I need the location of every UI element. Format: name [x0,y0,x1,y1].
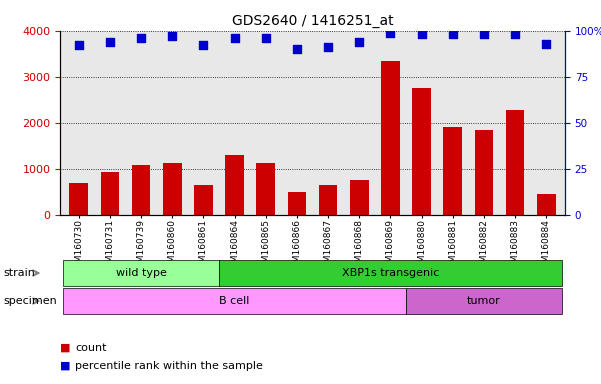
Point [261,35,270,41]
Point [292,46,302,52]
Text: XBP1s transgenic: XBP1s transgenic [342,268,439,278]
Bar [288,192,307,215]
Bar [70,183,88,215]
Bar [163,163,182,215]
Point [355,39,364,45]
Text: percentile rank within the sample: percentile rank within the sample [75,361,263,371]
Bar [132,165,150,215]
Bar [475,130,493,215]
Point [448,31,457,38]
Point [386,30,395,36]
Bar [194,185,213,215]
Bar [257,164,275,215]
Bar [225,155,244,215]
Bar [100,172,120,215]
Text: count: count [75,343,106,353]
Point [136,35,146,41]
Bar [537,194,555,215]
Point [510,31,520,38]
Text: tumor: tumor [467,296,501,306]
Point [479,31,489,38]
Bar [319,185,337,215]
Point [323,44,333,50]
Bar [444,127,462,215]
Text: specimen: specimen [3,296,56,306]
Bar [505,110,525,215]
Text: wild type: wild type [115,268,166,278]
Bar [350,180,368,215]
Point [168,33,177,39]
Point [416,31,426,38]
Point [199,42,209,48]
Text: ■: ■ [60,343,70,353]
Text: B cell: B cell [219,296,250,306]
Title: GDS2640 / 1416251_at: GDS2640 / 1416251_at [232,14,393,28]
Point [542,41,551,47]
Point [105,39,115,45]
Bar [381,61,400,215]
Text: strain: strain [3,268,35,278]
Point [74,42,84,48]
Point [230,35,239,41]
Bar [412,88,431,215]
Text: ■: ■ [60,361,70,371]
